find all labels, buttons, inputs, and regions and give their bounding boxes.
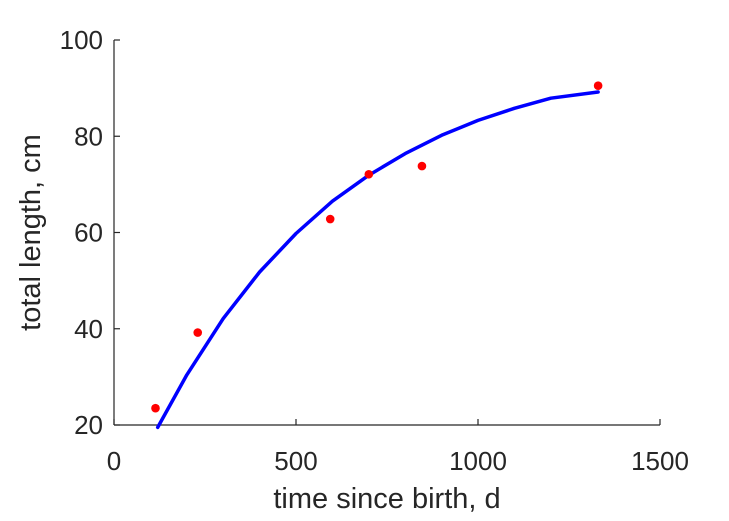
- y-tick-label: 80: [74, 121, 103, 151]
- x-tick-label: 500: [274, 446, 317, 476]
- data-point: [417, 161, 427, 171]
- y-tick-label: 20: [74, 410, 103, 440]
- data-point: [364, 169, 374, 179]
- x-tick-label: 1500: [631, 446, 689, 476]
- y-axis-title: total length, cm: [15, 134, 47, 331]
- y-tick-label: 100: [60, 25, 103, 55]
- x-axis-ticks: 0 500 1000 1500: [107, 419, 689, 476]
- series-points: [151, 81, 603, 413]
- x-axis-title: time since birth, d: [273, 483, 500, 515]
- data-point: [593, 81, 603, 91]
- y-tick-label: 40: [74, 314, 103, 344]
- y-tick-label: 60: [74, 218, 103, 248]
- series-lines: [155, 90, 600, 430]
- y-axis-ticks: 20 40 60 80 100: [60, 25, 120, 440]
- x-tick-label: 1000: [449, 446, 507, 476]
- axes: [113, 40, 660, 426]
- x-tick-label: 0: [107, 446, 121, 476]
- data-point: [193, 328, 203, 337]
- fitted-curve-line: [155, 90, 600, 430]
- data-point: [151, 403, 160, 413]
- data-point: [325, 214, 335, 224]
